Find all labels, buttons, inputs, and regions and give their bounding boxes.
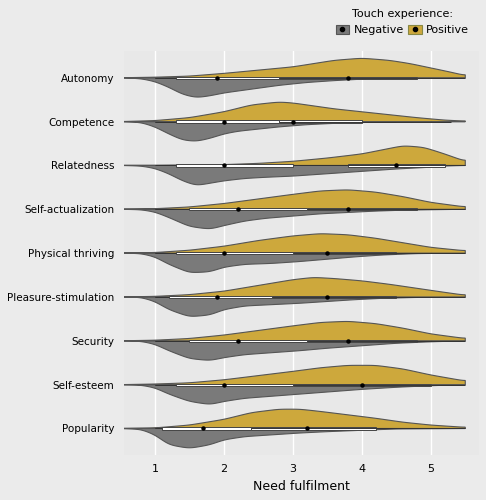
Polygon shape [121,253,465,272]
FancyBboxPatch shape [175,120,279,122]
Polygon shape [121,122,465,141]
Polygon shape [121,278,465,297]
FancyBboxPatch shape [259,296,396,298]
Polygon shape [121,322,465,341]
FancyBboxPatch shape [162,428,251,430]
FancyBboxPatch shape [238,428,376,430]
Polygon shape [121,384,465,404]
Polygon shape [121,78,465,97]
Polygon shape [121,190,465,210]
FancyBboxPatch shape [279,208,417,210]
FancyBboxPatch shape [175,76,279,79]
Polygon shape [121,210,465,229]
FancyBboxPatch shape [169,296,272,298]
Legend: Negative, Positive: Negative, Positive [331,4,473,40]
Polygon shape [121,409,465,428]
FancyBboxPatch shape [279,76,417,79]
X-axis label: Need fulfilment: Need fulfilment [253,480,350,493]
FancyBboxPatch shape [190,208,307,210]
FancyBboxPatch shape [238,120,362,122]
Polygon shape [121,297,465,316]
Polygon shape [121,428,465,448]
Polygon shape [121,58,465,78]
Polygon shape [121,102,465,122]
FancyBboxPatch shape [190,340,307,342]
FancyBboxPatch shape [259,252,396,254]
FancyBboxPatch shape [175,252,293,254]
Polygon shape [121,146,465,166]
FancyBboxPatch shape [279,340,417,342]
Polygon shape [121,341,465,360]
FancyBboxPatch shape [348,164,445,166]
FancyBboxPatch shape [175,164,293,166]
FancyBboxPatch shape [293,384,431,386]
Polygon shape [121,366,465,384]
Polygon shape [121,234,465,253]
FancyBboxPatch shape [175,384,293,386]
Polygon shape [121,166,465,184]
